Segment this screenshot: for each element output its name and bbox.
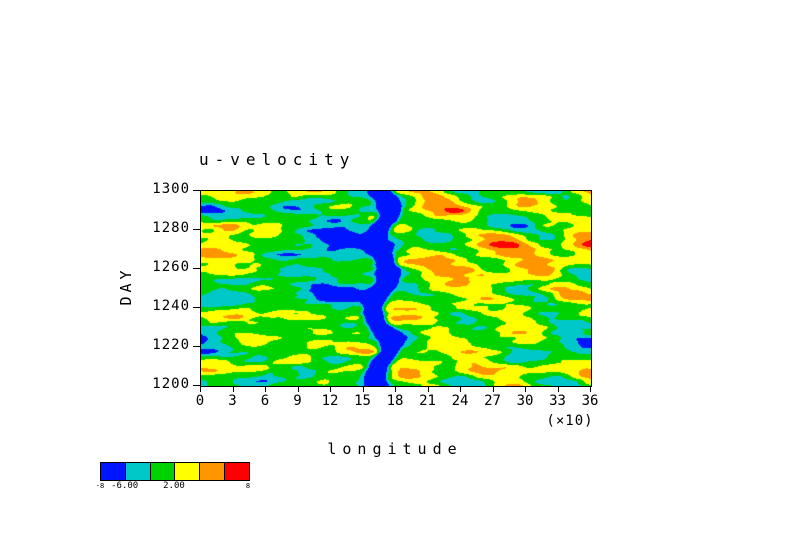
plot-area (200, 190, 592, 387)
colorbar-tick-label: -8 (95, 482, 105, 490)
x-axis-unit-note: (×10) (546, 413, 594, 429)
x-tick-label: 18 (386, 393, 404, 409)
x-tick-label: 15 (354, 393, 371, 409)
y-tick-label: 1200 (152, 376, 190, 392)
colorbar-tick-label: 8 (245, 482, 251, 490)
y-tick-label: 1240 (152, 298, 190, 314)
x-axis-label: longitude (327, 440, 463, 458)
x-tick-mark (460, 386, 461, 392)
x-tick-label: 12 (321, 393, 339, 409)
y-tick-mark (193, 385, 200, 386)
y-tick-label: 1300 (152, 181, 190, 197)
x-tick-label: 27 (484, 393, 501, 409)
y-tick-mark (193, 268, 200, 269)
x-tick-label: 21 (419, 393, 436, 409)
x-tick-mark (395, 386, 396, 392)
heatmap-canvas (201, 191, 591, 386)
x-tick-mark (330, 386, 331, 392)
y-tick-mark (193, 190, 200, 191)
x-tick-mark (427, 386, 429, 392)
x-tick-mark (557, 386, 559, 392)
y-tick-mark (193, 307, 200, 308)
x-tick-label: 33 (549, 393, 566, 409)
colorbar-cell (101, 463, 125, 480)
y-tick-label: 1220 (152, 337, 190, 353)
x-tick-mark (525, 386, 526, 392)
colorbar-cell (149, 463, 175, 480)
y-tick-mark (193, 229, 200, 230)
x-tick-label: 24 (451, 393, 469, 409)
x-tick-label: 3 (228, 393, 237, 409)
x-tick-mark (200, 386, 201, 392)
x-tick-label: 30 (516, 393, 534, 409)
colorbar-cell (124, 463, 150, 480)
colorbar-cell (224, 463, 249, 480)
x-tick-mark (297, 386, 299, 392)
colorbar-tick-label: 2.00 (163, 481, 185, 491)
x-tick-mark (232, 386, 234, 392)
x-tick-label: 0 (195, 393, 205, 409)
colorbar (100, 462, 250, 481)
x-tick-label: 36 (581, 393, 599, 409)
x-tick-label: 9 (293, 393, 302, 409)
y-tick-label: 1280 (152, 220, 190, 236)
y-tick-label: 1260 (152, 259, 190, 275)
y-tick-mark (193, 346, 200, 347)
x-tick-mark (265, 386, 266, 392)
x-tick-label: 6 (260, 393, 270, 409)
colorbar-cell (199, 463, 225, 480)
chart-title: u-velocity (199, 150, 356, 169)
x-tick-mark (492, 386, 494, 392)
colorbar-tick-label: -6.00 (111, 481, 139, 491)
x-tick-mark (362, 386, 364, 392)
colorbar-cell (174, 463, 200, 480)
x-tick-mark (590, 386, 591, 392)
